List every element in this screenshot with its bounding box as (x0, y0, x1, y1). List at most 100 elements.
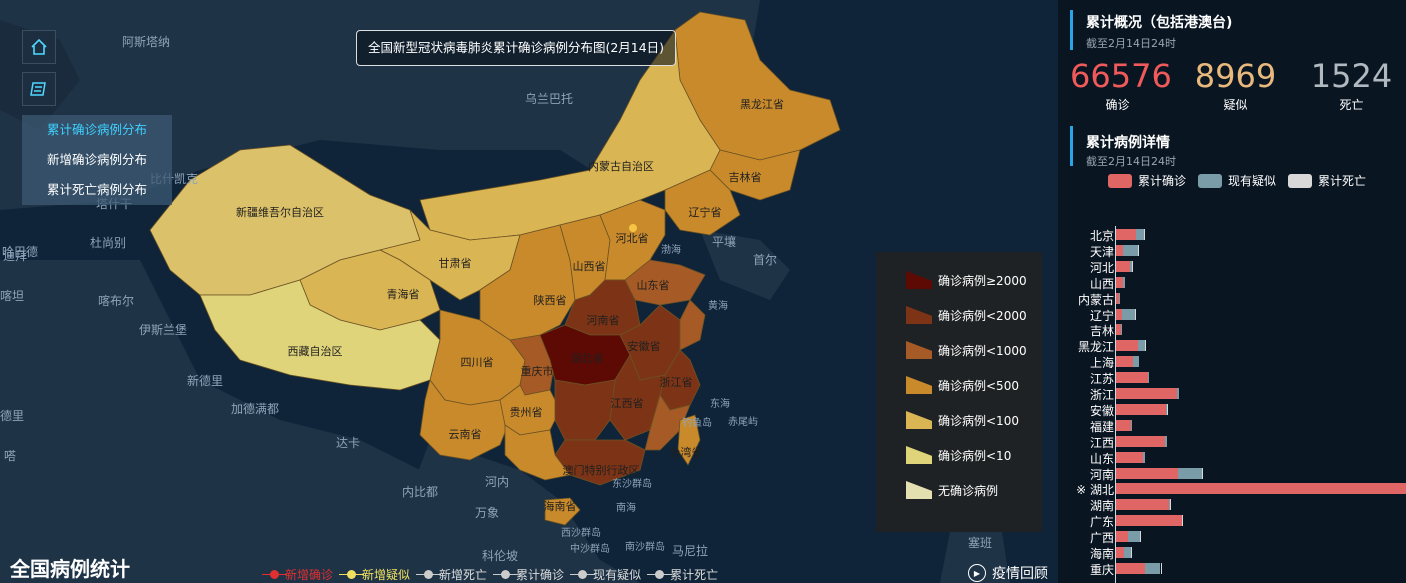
bar-legend-item[interactable]: 现有疑似 (1198, 172, 1276, 189)
timeline-legend-item[interactable]: 累计死亡 (647, 566, 718, 583)
bar-segment-suspected[interactable] (1120, 324, 1123, 336)
detail-subtitle: 截至2月14日24时 (1086, 155, 1176, 168)
menu-toggle-button[interactable] (22, 72, 56, 106)
bar-segment-suspected[interactable] (1178, 467, 1202, 479)
geo-label: 钓鱼岛 (682, 416, 712, 429)
bar-segment-confirmed[interactable] (1116, 292, 1120, 304)
bar-segment-confirmed[interactable] (1116, 467, 1179, 479)
province-hunan (554, 379, 616, 441)
province-guangxi (504, 424, 571, 481)
bar-segment-suspected[interactable] (1122, 244, 1138, 256)
timeline-legend-item[interactable]: 新增确诊 (262, 566, 333, 583)
menu-item-cumulative-confirmed[interactable]: 累计确诊病例分布 (46, 122, 147, 137)
confirmed-stat: 66576 确诊 (1070, 58, 1172, 113)
home-icon (31, 38, 47, 55)
bar-segment-death[interactable] (1145, 340, 1146, 352)
bar-segment-confirmed[interactable] (1116, 483, 1406, 495)
bar-category-label: 湖南 (1089, 499, 1114, 514)
bar-legend-item[interactable]: 累计确诊 (1108, 172, 1186, 189)
province-liaoning (664, 169, 741, 236)
bar-segment-suspected[interactable] (1165, 435, 1167, 447)
bar-segment-suspected[interactable] (1127, 531, 1141, 543)
geo-label: 内比都 (402, 485, 438, 499)
epidemic-review-button[interactable]: ▶ 疫情回顾 (968, 563, 1048, 583)
bar-segment-suspected[interactable] (1166, 403, 1168, 415)
bar-segment-confirmed[interactable] (1116, 531, 1128, 543)
legend-item[interactable]: 确诊病例<2000 (906, 305, 1027, 325)
bar-segment-suspected[interactable] (1147, 372, 1150, 384)
bar-segment-confirmed[interactable] (1116, 308, 1123, 320)
bar-segment-confirmed[interactable] (1116, 515, 1183, 527)
geo-label: 黄海 (708, 299, 728, 312)
bar-segment-confirmed[interactable] (1116, 547, 1125, 558)
legend-item[interactable]: 确诊病例<10 (906, 445, 1011, 465)
dot-icon (570, 570, 596, 579)
bar-segment-confirmed[interactable] (1116, 562, 1145, 574)
bar-segment-confirmed[interactable] (1116, 356, 1133, 368)
bar-segment-suspected[interactable] (1142, 451, 1145, 463)
bar-segment-confirmed[interactable] (1116, 324, 1121, 336)
province-yunnan (419, 379, 511, 461)
legend-label: 确诊病例<100 (938, 413, 1019, 428)
bar-segment-suspected[interactable] (1138, 340, 1146, 352)
bar-segment-confirmed[interactable] (1116, 340, 1139, 352)
province-label: 江西省 (611, 397, 644, 410)
bar-segment-suspected[interactable] (1176, 388, 1179, 399)
timeline-legend-item[interactable]: 新增疑似 (339, 566, 410, 583)
dot-icon (493, 570, 519, 579)
bar-segment-confirmed[interactable] (1116, 451, 1143, 463)
bar-segment-suspected[interactable] (1122, 308, 1136, 320)
bar-segment-confirmed[interactable] (1116, 372, 1148, 384)
geo-label: 哈巴德 (2, 244, 38, 259)
detail-title: 累计病例详情 (1086, 135, 1170, 151)
map-legend: 确诊病例≥2000 确诊病例<2000 确诊病例<1000 确诊病例<500 确… (876, 252, 1042, 532)
bar-segment-suspected[interactable] (1122, 276, 1126, 288)
bar-segment-confirmed[interactable] (1116, 244, 1123, 256)
bar-segment-suspected[interactable] (1124, 547, 1132, 558)
bar-category-label: 河北 (1089, 260, 1114, 275)
legend-label: 确诊病例≥2000 (938, 273, 1027, 288)
bar-segment-confirmed[interactable] (1116, 388, 1177, 399)
bar-category-label: 吉林 (1089, 324, 1114, 339)
geo-label: 喀坦 (0, 289, 24, 303)
timeline-legend-item[interactable]: 现有疑似 (570, 566, 641, 583)
legend-swatch (906, 446, 932, 464)
bar-segment-suspected[interactable] (1130, 419, 1132, 431)
geo-label: 伊斯兰堡 (139, 322, 187, 337)
bar-segment-suspected[interactable] (1119, 292, 1120, 304)
bar-segment-confirmed[interactable] (1116, 435, 1166, 447)
scroll-icon (30, 82, 46, 96)
bar-category-label: 浙江 (1089, 388, 1114, 402)
home-button[interactable] (22, 30, 56, 64)
bar-segment-confirmed[interactable] (1116, 229, 1136, 240)
bar-segment-suspected[interactable] (1144, 562, 1161, 574)
bar-segment-death[interactable] (1201, 467, 1203, 479)
timeline-legend-item[interactable]: 新增死亡 (416, 566, 487, 583)
bar-segment-suspected[interactable] (1135, 229, 1144, 240)
legend-item[interactable]: 确诊病例<100 (906, 410, 1019, 430)
province-label: 黑龙江省 (740, 98, 784, 111)
timeline-legend-item[interactable]: 累计确诊 (493, 566, 564, 583)
bar-segment-confirmed[interactable] (1116, 499, 1169, 511)
bar-segment-confirmed[interactable] (1116, 419, 1131, 431)
legend-item[interactable]: 无确诊病例 (906, 480, 998, 500)
geo-label: 德里 (0, 408, 24, 423)
bar-legend-item[interactable]: 累计死亡 (1288, 172, 1366, 189)
legend-item[interactable]: 确诊病例≥2000 (906, 270, 1027, 290)
bar-segment-suspected[interactable] (1132, 356, 1140, 368)
bar-segment-suspected[interactable] (1168, 499, 1171, 511)
bar-segment-suspected[interactable] (1129, 260, 1132, 272)
legend-item[interactable]: 确诊病例<500 (906, 375, 1019, 395)
geo-label: 迪拜 (3, 249, 27, 263)
geo-label: 科伦坡 (482, 548, 518, 563)
geo-label: 新德里 (187, 373, 223, 388)
legend-item[interactable]: 确诊病例<1000 (906, 340, 1027, 360)
bar-segment-confirmed[interactable] (1116, 403, 1167, 415)
bar-segment-confirmed[interactable] (1116, 260, 1130, 272)
geo-label: 河内 (485, 475, 509, 489)
geo-label: 塞班 (968, 535, 992, 550)
province-label: 贵州省 (510, 406, 543, 419)
menu-item-new-confirmed[interactable]: 新增确诊病例分布 (46, 152, 147, 167)
bar-segment-confirmed[interactable] (1116, 276, 1123, 288)
menu-item-cumulative-deaths[interactable]: 累计死亡病例分布 (46, 182, 147, 197)
